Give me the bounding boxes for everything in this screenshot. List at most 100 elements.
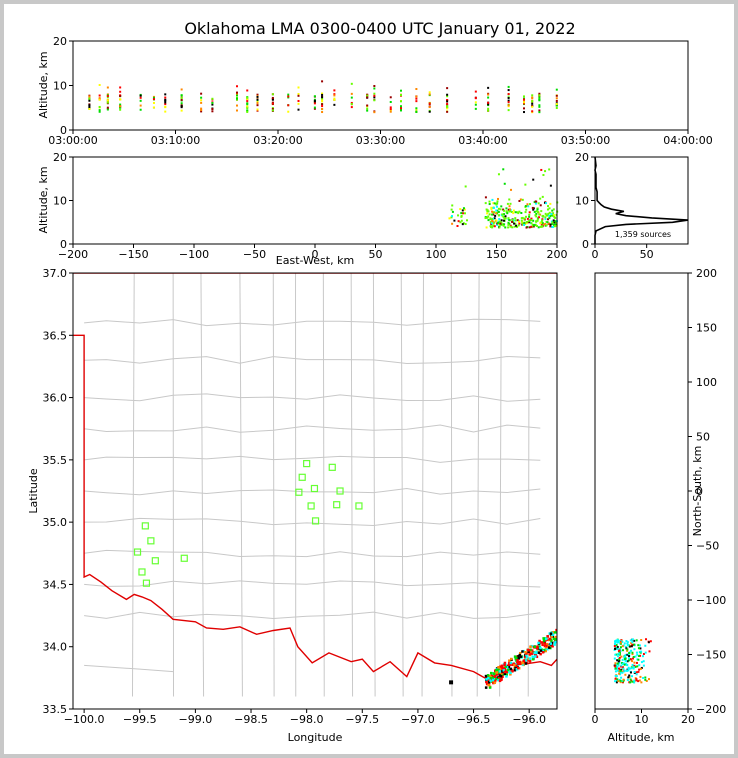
plan-view-source	[515, 664, 518, 667]
altitude-time-source	[321, 105, 324, 108]
altitude-eastwest-source	[494, 214, 497, 217]
plan-view-source	[490, 680, 494, 683]
lma-station	[142, 579, 151, 587]
northsouth-source	[626, 678, 629, 681]
plan-view-source	[525, 653, 528, 657]
altitude-time-source	[415, 107, 418, 110]
plan-view-source	[490, 673, 494, 677]
altitude-time-source	[98, 94, 101, 97]
northsouth-source	[635, 639, 638, 642]
altitude-time-source	[98, 110, 101, 113]
altitude-eastwest-source	[525, 226, 528, 229]
altitude-time-source	[119, 90, 122, 93]
altitude-eastwest-source	[544, 170, 547, 173]
altitude-time-source	[428, 93, 431, 96]
altitude-eastwest-source	[492, 206, 495, 209]
altitude-eastwest-source	[512, 212, 515, 215]
plan-view-source	[553, 641, 557, 644]
plan-view-source	[493, 675, 497, 678]
plan-view-source	[542, 637, 545, 640]
lma-station	[141, 522, 149, 530]
plan-view-source	[499, 665, 502, 668]
plan-view-source	[498, 667, 502, 671]
plan-view-source	[519, 655, 523, 658]
plan-view-source	[540, 641, 544, 644]
plan-view-source	[517, 657, 520, 660]
time-tick-label: 03:20:00	[253, 134, 302, 147]
altitude-eastwest-source	[513, 219, 516, 222]
altitude-time-source	[321, 93, 324, 96]
altitude-time-source	[415, 97, 418, 100]
northsouth-source	[620, 655, 623, 658]
plan-view-source	[513, 668, 517, 672]
altitude-time-source	[119, 98, 122, 101]
altitude-time-source	[88, 105, 91, 108]
altitude-eastwest-source	[488, 203, 491, 206]
altitude-eastwest-source	[524, 215, 527, 218]
altitude-eastwest-source	[487, 210, 490, 213]
altitude-time-source	[531, 105, 534, 108]
altitude-eastwest-source	[518, 199, 521, 202]
altitude-eastwest-source	[551, 221, 554, 224]
plan-view-source	[539, 652, 542, 656]
altitude-eastwest-source	[513, 222, 516, 225]
plan-view-source	[539, 649, 543, 652]
altitude-eastwest-source	[542, 222, 545, 225]
altitude-eastwest-source	[515, 224, 518, 227]
northsouth-source	[614, 667, 617, 670]
altitude-eastwest-source	[544, 216, 547, 219]
altitude-time-source	[256, 108, 259, 111]
plan-view-source	[516, 666, 520, 670]
altitude-eastwest-source	[491, 198, 494, 201]
altitude-eastwest-source	[450, 215, 453, 218]
east-west-tick-label: −50	[243, 248, 266, 261]
altitude-eastwest-source	[548, 211, 551, 214]
altitude-time-source	[152, 106, 155, 109]
altitude-time-source	[119, 108, 122, 111]
northsouth-source	[621, 681, 624, 684]
altitude-time-source	[236, 97, 238, 100]
plan-view-source	[543, 642, 546, 645]
altitude-eastwest-source	[492, 217, 495, 220]
northsouth-source	[636, 653, 639, 656]
northsouth-source	[622, 678, 625, 681]
altitude-eastwest-source	[460, 219, 463, 222]
altitude-eastwest-source	[505, 210, 508, 213]
altitude-time-source	[531, 96, 534, 99]
northsouth-source	[620, 639, 623, 642]
altitude-eastwest-source	[548, 168, 551, 171]
northsouth-source	[624, 655, 627, 658]
altitude-eastwest-source	[535, 215, 538, 218]
altitude-eastwest-source	[524, 183, 527, 186]
northsouth-source	[627, 653, 630, 656]
altitude-eastwest-source	[533, 210, 536, 213]
altitude-time-source	[366, 104, 369, 107]
altitude-time-source	[446, 110, 449, 113]
altitude-time-source	[415, 88, 418, 91]
plan-view-source	[537, 641, 540, 645]
altitude-time-source	[523, 111, 525, 114]
plan-view-source	[533, 651, 537, 655]
county-line	[131, 273, 135, 697]
altitude-time-source	[474, 107, 477, 110]
altitude-time-source	[98, 98, 101, 101]
northsouth-source	[623, 656, 626, 659]
altitude-eastwest-source	[528, 215, 531, 218]
northsouth-source	[640, 639, 643, 642]
plan-view-source	[500, 678, 503, 681]
altitude-eastwest-source	[495, 205, 498, 208]
altitude-eastwest-source	[539, 222, 542, 225]
altitude-eastwest-source	[535, 213, 538, 216]
figure-title: Oklahoma LMA 0300-0400 UTC January 01, 2…	[184, 19, 575, 38]
altitude-time-source	[139, 94, 142, 97]
northsouth-source	[630, 679, 633, 682]
county-line	[350, 273, 354, 697]
altitude-eastwest-source	[553, 214, 556, 217]
altitude-eastwest-source	[520, 219, 523, 222]
altitude-eastwest-source	[535, 210, 538, 213]
altitude-time-source	[200, 92, 203, 95]
altitude-eastwest-source	[497, 210, 500, 213]
northsouth-source	[618, 670, 621, 673]
longitude-tick-label: −97.0	[401, 713, 435, 726]
north-south-tick-label: −100	[696, 594, 726, 607]
